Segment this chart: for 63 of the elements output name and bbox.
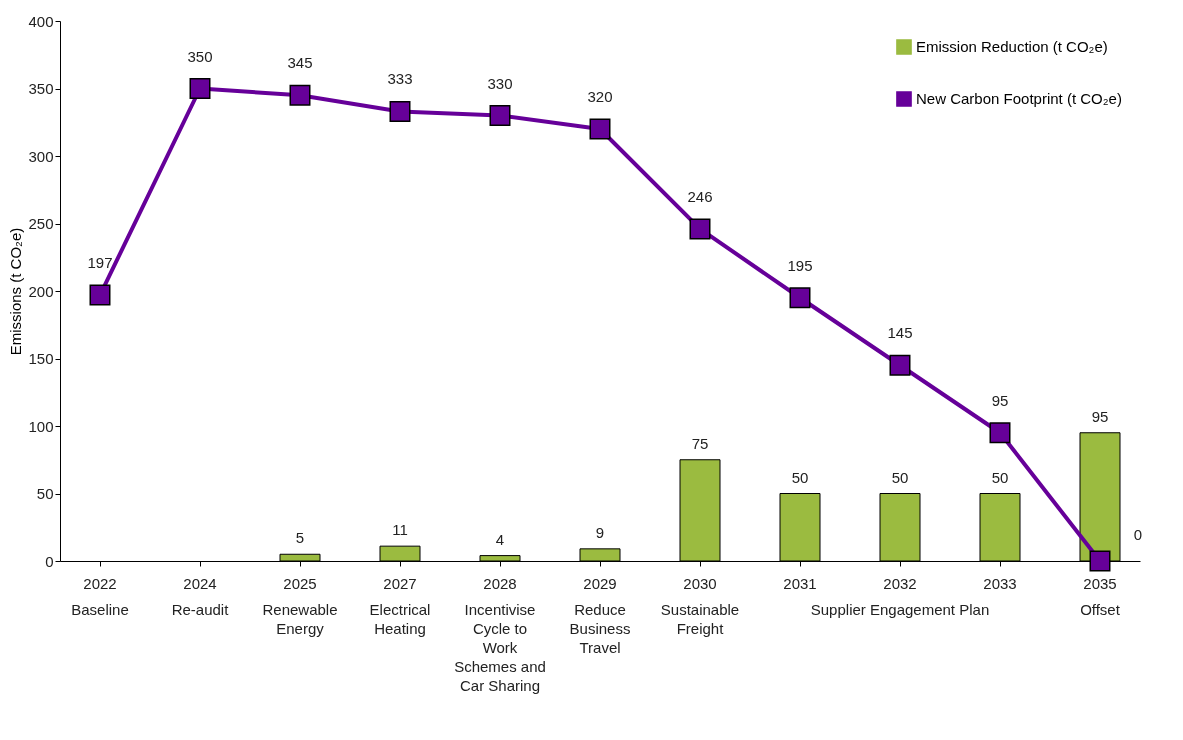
data-label: 75 (691, 434, 709, 452)
data-label: 50 (991, 468, 1009, 486)
text: Electrical Heating (369, 601, 431, 637)
data-label: 197 (87, 254, 113, 272)
y-tick-label: 250 (28, 215, 54, 232)
x-tick-label: 2022 (83, 574, 117, 592)
x-tick-label: 2029 (583, 574, 617, 592)
data-label: 246 (687, 187, 713, 205)
data-label: 95 (991, 391, 1009, 409)
y-tick-label: 50 (36, 485, 54, 502)
data-label: 320 (587, 88, 613, 105)
data-label: 345 (287, 54, 313, 72)
data-label: 95 (1091, 407, 1109, 425)
data-label: 9 (595, 523, 605, 541)
text: Re-audit (171, 601, 230, 618)
text: Sustainable Freight (660, 601, 740, 637)
data-label: 195 (787, 256, 813, 274)
x-tick-label: 2033 (983, 574, 1017, 592)
x-tick-label: 2028 (483, 574, 517, 592)
data-label: 0 (1133, 526, 1143, 543)
point (489, 105, 511, 126)
x-tick-label: 2027 (383, 574, 417, 592)
x-tick-label: 2030 (683, 574, 717, 592)
y-tick-label: 200 (28, 282, 54, 300)
y-tick-label: 350 (28, 80, 54, 97)
point (1089, 550, 1111, 572)
x-tick-label: 2035 (1083, 574, 1117, 592)
data-label: 50 (791, 468, 809, 486)
data-label: 50 (891, 468, 909, 486)
x-tick-label: 2031 (783, 574, 817, 592)
y-axis-title: Emissions (t CO₂e) (7, 227, 25, 356)
x-tick-label: 2025 (283, 574, 317, 592)
text: Reduce Business Travel (569, 601, 631, 656)
text: Baseline (71, 601, 129, 618)
data-label: 145 (887, 324, 913, 342)
point (989, 422, 1011, 444)
x-tick-label: 2024 (183, 574, 217, 592)
point (389, 100, 411, 122)
data-label: 350 (187, 47, 213, 65)
point (89, 284, 111, 306)
y-tick-label: 150 (28, 350, 54, 367)
point (789, 287, 811, 309)
y-tick-label: 400 (28, 12, 54, 30)
data-label: 11 (392, 521, 408, 539)
legend-label: New Carbon Footprint (t CO₂e) (916, 90, 1122, 107)
text: Incentivise Cycle to Work Schemes and Car Sharing (454, 601, 546, 694)
legend-label: Emission Reduction (t CO₂e) (916, 38, 1108, 55)
point (689, 218, 711, 240)
point (889, 354, 911, 376)
data-label: 333 (387, 70, 413, 88)
y-tick-label: 300 (28, 147, 54, 165)
x-tick-label: 2032 (883, 574, 917, 592)
text: Offset (1080, 601, 1121, 618)
point (589, 118, 611, 140)
data-label: 5 (295, 529, 305, 547)
text: Renewable Energy (262, 601, 338, 637)
y-tick-label: 0 (45, 552, 54, 570)
text: Supplier Engagement Plan (810, 601, 990, 618)
point (189, 78, 211, 99)
data-label: 4 (495, 530, 505, 548)
point (289, 84, 311, 106)
y-tick-label: 100 (28, 417, 54, 435)
data-label: 330 (487, 74, 513, 92)
